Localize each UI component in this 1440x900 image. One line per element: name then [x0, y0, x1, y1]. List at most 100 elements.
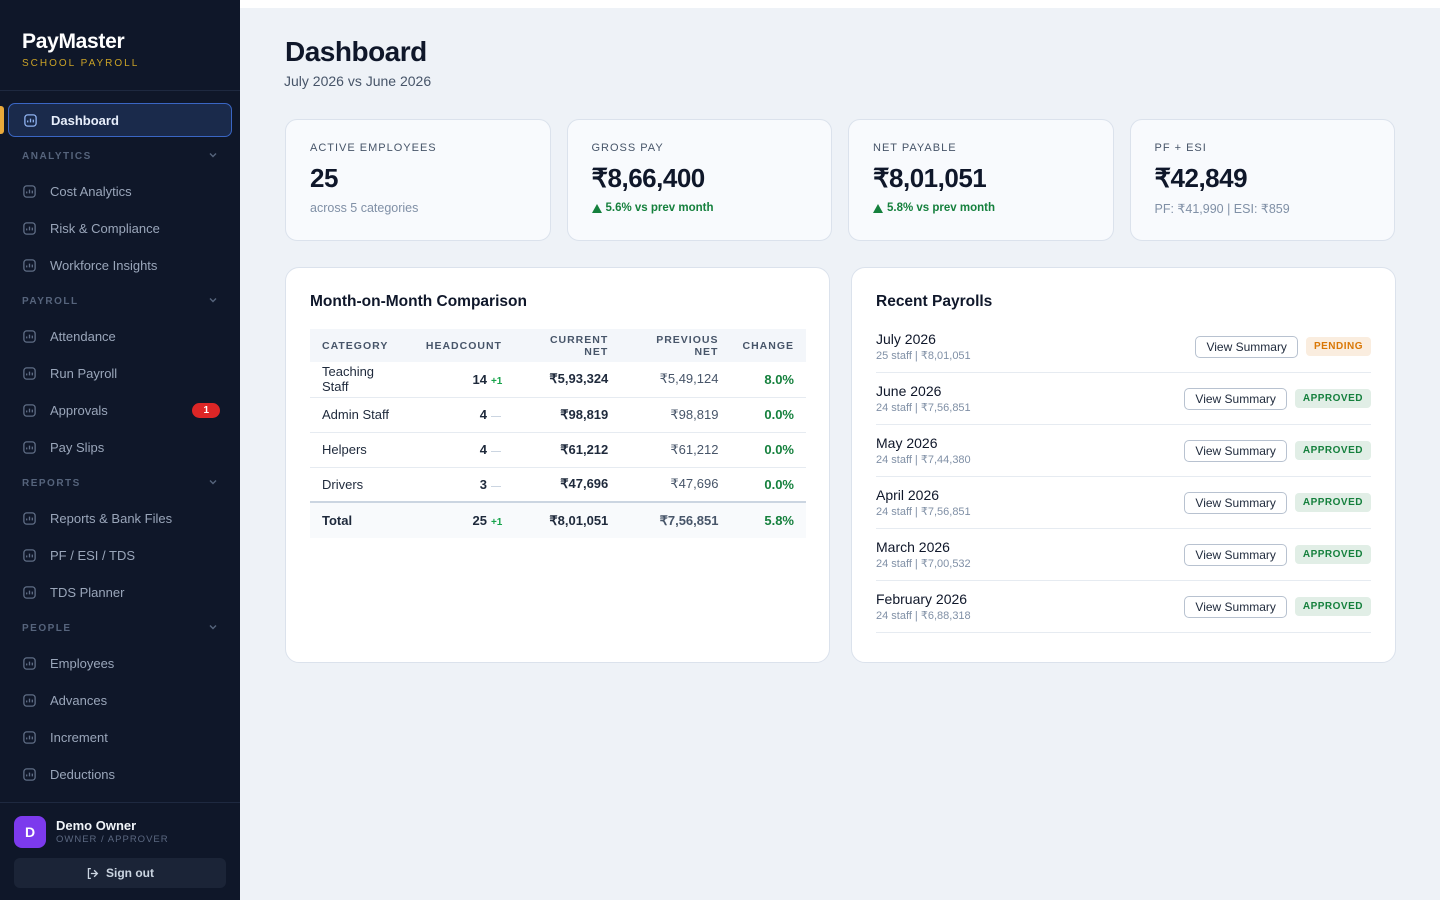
nav-icon	[24, 113, 37, 127]
nav-item[interactable]: Reports & Bank Files	[8, 501, 232, 535]
section-header[interactable]: REPORTS	[0, 473, 240, 493]
nav-item[interactable]: Attendance	[8, 319, 232, 353]
brand-tagline: SCHOOL PAYROLL	[22, 58, 140, 69]
up-arrow	[591, 203, 602, 213]
payroll-row: July 2026 25 staff | ₹8,01,051 View Summar…	[876, 321, 1371, 373]
payroll-row: February 2026 24 staff | ₹6,88,318 View Su…	[876, 581, 1371, 633]
user-name: Demo Owner	[56, 818, 137, 833]
nav-item[interactable]: Cost Analytics	[8, 174, 232, 208]
payroll-detail: 25 staff | ₹8,01,051	[876, 350, 971, 362]
nav-icon	[23, 730, 36, 744]
headcount: 14	[472, 371, 487, 387]
payroll-month: May 2026	[876, 435, 938, 451]
category-cell: Helpers	[310, 432, 414, 468]
nav-label: Deductions	[50, 766, 116, 782]
chevron	[209, 479, 217, 484]
sidebar: PayMaster SCHOOL PAYROLL Dashboard ANALYT…	[0, 0, 240, 900]
view-summary-button[interactable]: View Summary	[1184, 439, 1287, 462]
stat-value: 25	[310, 163, 338, 193]
chevron	[209, 152, 217, 157]
comparison-table: CATEGORY HEADCOUNT CURRENT NET PREVIOUS NET…	[310, 329, 806, 538]
nav-item[interactable]: Approvals 1	[8, 393, 232, 427]
nav-item[interactable]: Advances	[8, 683, 232, 717]
payroll-row: April 2026 24 staff | ₹7,56,851 View Summa…	[876, 477, 1371, 529]
nav-label: Workforce Insights	[50, 257, 158, 273]
nav-icon	[23, 767, 36, 781]
chevron-wrap	[208, 150, 218, 163]
payroll-month: April 2026	[876, 487, 940, 503]
status-badge: PENDING	[1305, 337, 1371, 356]
payroll-month: February 2026	[876, 591, 968, 607]
avatar: D	[14, 816, 46, 848]
previous-net: ₹5,49,124	[620, 362, 731, 398]
headcount-cell: 14 +1	[413, 362, 514, 398]
nav-item[interactable]: Employees	[8, 646, 232, 680]
nav-item[interactable]: Deductions	[8, 757, 232, 791]
nav-section: REPORTS Reports & Bank Files PF / ESI / TD…	[0, 473, 240, 609]
headcount-cell: 3—	[413, 467, 514, 503]
headcount: 4	[479, 407, 487, 422]
category-cell: Total	[310, 501, 414, 538]
sign-out-button[interactable]: Sign out	[14, 858, 226, 888]
column-header: CURRENT NET	[513, 329, 621, 362]
view-summary-button[interactable]: View Summary	[1184, 387, 1287, 410]
section-header[interactable]: PEOPLE	[0, 618, 240, 638]
nav-item[interactable]: Risk & Compliance	[8, 211, 232, 245]
nav-icon	[23, 656, 36, 670]
nav-section: PAYROLL Attendance Run Payroll Approvals 1 Pa…	[0, 291, 240, 464]
nav-item[interactable]: Pay Slips	[8, 430, 232, 464]
nav-item[interactable]: TDS Planner	[8, 575, 232, 609]
table-row: Drivers 3— ₹47,696 ₹47,696 0.0%	[310, 467, 806, 503]
payroll-month: July 2026	[876, 331, 936, 347]
recent-list: July 2026 25 staff | ₹8,01,051 View Summar…	[876, 321, 1371, 633]
payroll-month: March 2026	[876, 539, 950, 555]
column-header: CHANGE	[730, 329, 806, 362]
current-net: ₹8,01,051	[513, 501, 621, 538]
main: Dashboard July 2026 vs June 2026 ACTIVE …	[240, 0, 1440, 900]
table-body: Teaching Staff 14 +1 ₹5,93,324 ₹5,49,124 8.0%…	[310, 362, 806, 538]
nav-label: Run Payroll	[50, 365, 118, 381]
payroll-detail: 24 staff | ₹7,56,851	[876, 506, 971, 518]
nav-label: Cost Analytics	[50, 183, 132, 199]
stat-card: PF + ESI ₹42,849 PF: ₹41,990 | ESI: ₹859	[1129, 119, 1395, 241]
chevron	[209, 297, 217, 302]
stat-value: ₹8,01,051	[873, 163, 987, 193]
status-badge: APPROVED	[1294, 493, 1371, 512]
stat-label: PF + ESI	[1154, 142, 1207, 154]
nav-item[interactable]: Increment	[8, 720, 232, 754]
view-summary-button[interactable]: View Summary	[1184, 595, 1287, 618]
nav-label: TDS Planner	[50, 584, 125, 600]
table-row: Helpers 4— ₹61,212 ₹61,212 0.0%	[310, 432, 806, 468]
nav-label: PF / ESI / TDS	[50, 547, 136, 563]
stat-label: GROSS PAY	[591, 142, 664, 154]
status-badge: APPROVED	[1294, 545, 1371, 564]
nav-item[interactable]: PF / ESI / TDS	[8, 538, 232, 572]
nav-label: Pay Slips	[50, 439, 105, 455]
category-cell: Teaching Staff	[310, 362, 414, 398]
chevron	[209, 624, 217, 629]
nav-label: Reports & Bank Files	[50, 510, 173, 526]
view-summary-button[interactable]: View Summary	[1184, 491, 1287, 514]
nav-icon	[23, 440, 36, 454]
section-title: ANALYTICS	[22, 150, 92, 162]
nav-icon	[23, 366, 36, 380]
nav-icon	[23, 403, 36, 417]
nav-label: Approvals	[50, 402, 108, 418]
chevron-wrap	[208, 622, 218, 635]
nav-item[interactable]: Run Payroll	[8, 356, 232, 390]
table-row: Teaching Staff 14 +1 ₹5,93,324 ₹5,49,124 8.0%	[310, 362, 806, 398]
current-net: ₹98,819	[513, 397, 621, 433]
payroll-row: March 2026 24 staff | ₹7,00,532 View Summa…	[876, 529, 1371, 581]
section-header[interactable]: ANALYTICS	[0, 146, 240, 166]
stat-cards: ACTIVE EMPLOYEES 25 across 5 categories GRO…	[285, 119, 1395, 241]
brand-name: PayMaster	[22, 30, 125, 53]
nav-item[interactable]: Workforce Insights	[8, 248, 232, 282]
payroll-info: March 2026 24 staff | ₹7,00,532	[876, 539, 971, 570]
nav-item[interactable]: Dashboard	[8, 103, 232, 137]
view-summary-button[interactable]: View Summary	[1184, 543, 1287, 566]
change: 5.8%	[730, 501, 806, 538]
stat-delta: 5.6% vs prev month	[591, 202, 808, 214]
nav: Dashboard ANALYTICS Cost Analytics Risk & C…	[0, 90, 240, 802]
section-header[interactable]: PAYROLL	[0, 291, 240, 311]
view-summary-button[interactable]: View Summary	[1195, 335, 1298, 358]
